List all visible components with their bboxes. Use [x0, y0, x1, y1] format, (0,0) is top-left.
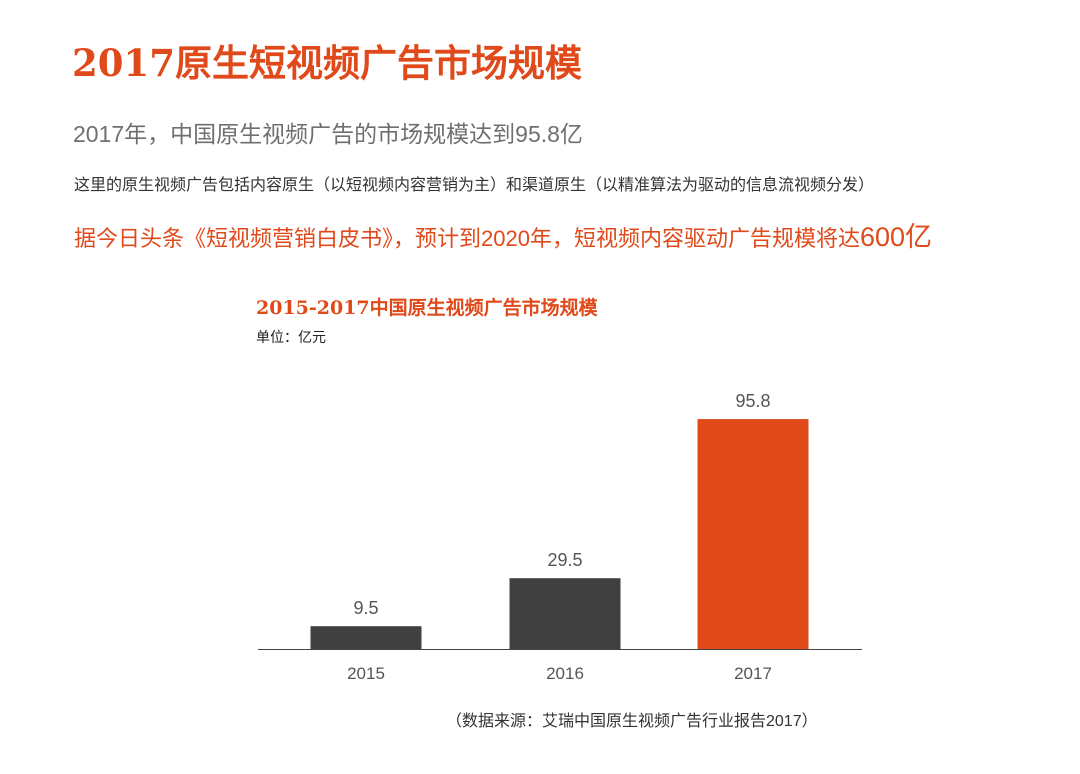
x-tick-label-2016: 2016: [546, 664, 584, 683]
bar-2017: [697, 419, 809, 649]
data-label-2015: 9.5: [353, 598, 378, 618]
bar-2016: [509, 578, 621, 649]
data-source: （数据来源：艾瑞中国原生视频广告行业报告2017）: [446, 713, 818, 730]
data-label-2016: 29.5: [547, 550, 582, 570]
forecast-text: 据今日头条《短视频营销白皮书》，预计到2020年，短视频内容驱动广告规模将达: [74, 226, 860, 251]
x-tick-label-2015: 2015: [347, 664, 385, 683]
forecast-value: 600亿: [859, 222, 933, 252]
page-subtitle: 2017年，中国原生视频广告的市场规模达到95.8亿: [73, 121, 583, 147]
forecast-line: 据今日头条《短视频营销白皮书》，预计到2020年，短视频内容驱动广告规模将达60…: [74, 220, 932, 256]
x-tick-label-2017: 2017: [734, 664, 772, 683]
data-label-2017: 95.8: [735, 391, 770, 411]
chart-unit-label: 单位：亿元: [256, 329, 326, 345]
page-title: 2017原生短视频广告市场规模: [72, 41, 582, 85]
bar-2015: [310, 626, 422, 649]
chart-title: 2015-2017中国原生视频广告市场规模: [256, 297, 598, 319]
description-text: 这里的原生视频广告包括内容原生（以短视频内容营销为主）和渠道原生（以精准算法为驱…: [74, 177, 875, 194]
